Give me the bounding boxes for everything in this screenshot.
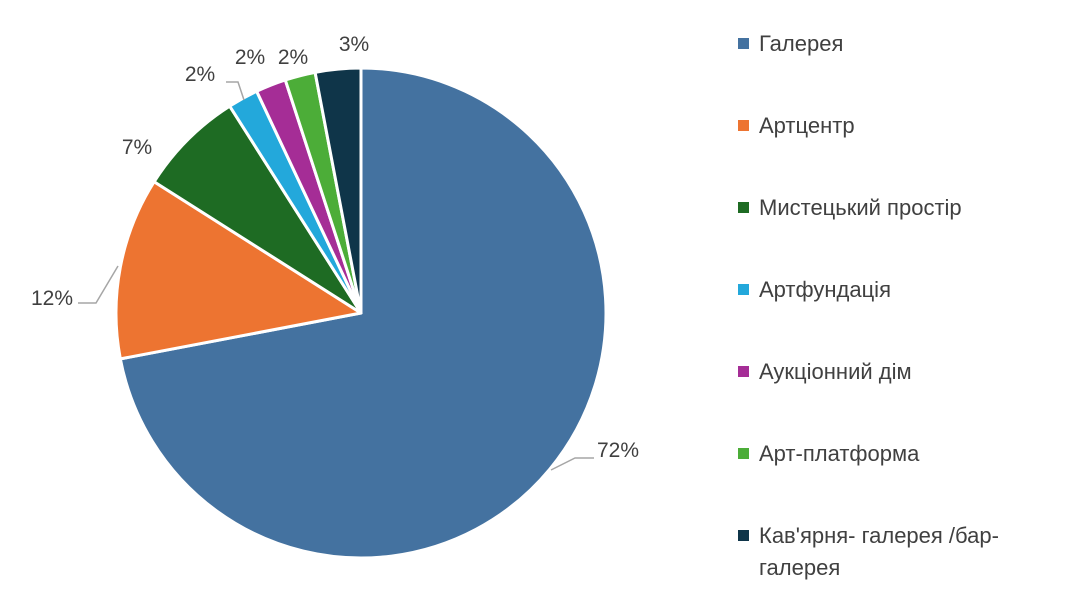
legend-label-2: Артцентр	[759, 113, 855, 138]
data-label-5: 2%	[235, 46, 265, 69]
legend-swatch-5	[738, 366, 749, 377]
legend-label-5: Аукціонний дім	[759, 359, 912, 384]
data-label-3: 7%	[122, 136, 152, 159]
legend-swatch-4	[738, 284, 749, 295]
legend-label-3: Мистецький простір	[759, 195, 962, 220]
legend-label-1: Галерея	[759, 31, 844, 56]
legend-swatch-1	[738, 38, 749, 49]
legend-item-3: Мистецький простір	[738, 192, 1049, 224]
leader-line-1	[550, 457, 594, 471]
legend-item-6: Арт-платформа	[738, 438, 1049, 470]
legend-item-4: Артфундація	[738, 274, 1049, 306]
legend-swatch-3	[738, 202, 749, 213]
leader-lines	[78, 81, 594, 471]
pie-slices	[114, 66, 608, 560]
legend-item-7: Кав'ярня- галерея /бар-галерея	[738, 520, 1049, 584]
pie-slice-2	[114, 180, 363, 361]
data-label-4: 2%	[185, 63, 215, 86]
data-label-2: 12%	[31, 287, 73, 310]
legend-swatch-6	[738, 448, 749, 459]
legend-label-7: Кав'ярня- галерея /бар-галерея	[759, 523, 999, 580]
legend-label-4: Артфундація	[759, 277, 891, 302]
pie-slice-1	[118, 66, 608, 560]
data-labels: 72% 12% 7% 2% 2% 2% 3%	[31, 33, 639, 462]
legend-swatch-7	[738, 530, 749, 541]
pie-slice-3	[152, 104, 363, 315]
legend-swatch-2	[738, 120, 749, 131]
data-label-1: 72%	[597, 439, 639, 462]
legend-label-6: Арт-платформа	[759, 441, 920, 466]
data-label-6: 2%	[278, 46, 308, 69]
data-label-7: 3%	[339, 33, 369, 56]
leader-line-2	[78, 265, 119, 304]
pie-slice-7	[313, 66, 363, 315]
legend-item-2: Артцентр	[738, 110, 1049, 142]
leader-line-4	[226, 81, 245, 101]
legend-item-1: Галерея	[738, 28, 1049, 60]
legend-item-5: Аукціонний дім	[738, 356, 1049, 388]
